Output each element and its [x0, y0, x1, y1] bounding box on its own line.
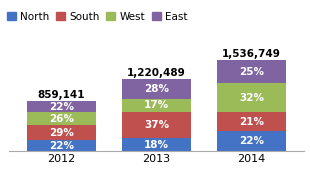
Text: 1,536,749: 1,536,749 [222, 49, 281, 59]
Bar [122, 79, 191, 99]
Text: 29%: 29% [49, 128, 74, 138]
Bar [122, 99, 191, 112]
Bar [27, 125, 96, 140]
Text: 22%: 22% [239, 136, 264, 146]
Bar [217, 83, 286, 112]
Bar [27, 140, 96, 151]
Bar [122, 138, 191, 151]
Bar [217, 131, 286, 151]
Legend: North, South, West, East: North, South, West, East [3, 8, 192, 26]
Text: 21%: 21% [239, 117, 264, 127]
Text: 18%: 18% [144, 140, 169, 150]
Text: 1,220,489: 1,220,489 [127, 68, 186, 78]
Bar [27, 112, 96, 125]
Text: 22%: 22% [49, 141, 74, 151]
Bar [27, 101, 96, 112]
Text: 859,141: 859,141 [38, 90, 85, 100]
Text: 17%: 17% [144, 100, 169, 110]
Text: 28%: 28% [144, 84, 169, 94]
Bar [122, 112, 191, 138]
Text: 32%: 32% [239, 93, 264, 103]
Bar [217, 112, 286, 131]
Bar [217, 60, 286, 83]
Text: 25%: 25% [239, 67, 264, 77]
Text: 22%: 22% [49, 102, 74, 112]
Text: 26%: 26% [49, 114, 74, 124]
Text: 37%: 37% [144, 120, 169, 130]
